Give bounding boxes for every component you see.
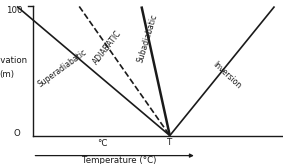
- Text: T: T: [167, 138, 172, 147]
- Text: 100: 100: [6, 6, 22, 15]
- Text: Inversion: Inversion: [211, 60, 242, 90]
- Text: Subadiabatic: Subadiabatic: [136, 13, 159, 64]
- Text: Superadiabatic: Superadiabatic: [36, 48, 88, 89]
- Text: Temperature (°C): Temperature (°C): [82, 156, 156, 164]
- Text: (m): (m): [0, 70, 15, 79]
- Text: °C: °C: [97, 139, 107, 148]
- Text: O: O: [14, 129, 20, 137]
- Text: Elevation: Elevation: [0, 56, 27, 65]
- Text: ADIABATIC: ADIABATIC: [91, 29, 124, 67]
